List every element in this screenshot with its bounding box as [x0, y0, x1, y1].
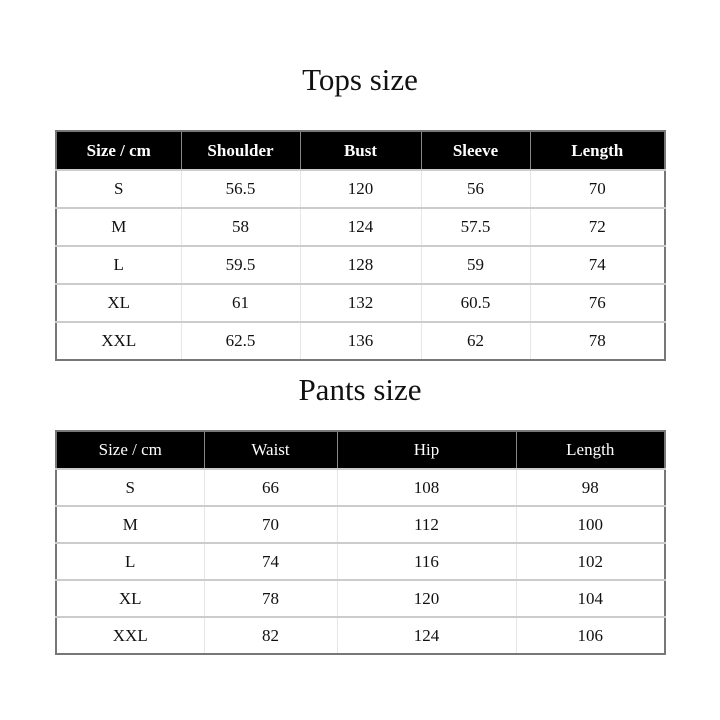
table-cell: 61	[180, 283, 300, 322]
table-row: L 59.5 128 59 74	[56, 245, 665, 284]
table-cell: 128	[299, 245, 421, 284]
tops-title: Tops size	[302, 62, 418, 97]
tops-size-table: Size / cm Shoulder Bust Sleeve Length S 56.5 1…	[55, 130, 666, 361]
table-cell: 62.5	[180, 321, 300, 360]
table-cell: XL	[56, 579, 204, 617]
table-cell: 57.5	[420, 207, 530, 246]
table-cell: 62	[420, 321, 530, 360]
pants-size-table: Size / cm Waist Hip Length S 66 108 98 M 70 112 10…	[55, 430, 666, 655]
table-cell: 136	[299, 321, 421, 360]
table-cell: 78	[529, 321, 665, 360]
column-header: Length	[515, 431, 665, 469]
table-cell: 78	[203, 579, 337, 617]
table-cell: 104	[515, 579, 665, 617]
table-header-row: Size / cm Waist Hip Length	[56, 431, 665, 469]
table-cell: L	[56, 542, 204, 580]
table-cell: 82	[203, 616, 337, 654]
table-cell: 74	[529, 245, 665, 284]
column-header: Bust	[299, 131, 421, 170]
table-cell: 102	[515, 542, 665, 580]
column-header: Waist	[203, 431, 337, 469]
column-header: Size / cm	[56, 131, 181, 170]
table-cell: 59	[420, 245, 530, 284]
table-row: M 58 124 57.5 72	[56, 207, 665, 246]
table-row: XXL 82 124 106	[56, 616, 665, 654]
table-row: L 74 116 102	[56, 542, 665, 580]
table-cell: 100	[515, 505, 665, 543]
table-row: XL 78 120 104	[56, 579, 665, 617]
table-cell: 74	[203, 542, 337, 580]
table-cell: XL	[56, 283, 181, 322]
table-cell: M	[56, 207, 181, 246]
table-row: M 70 112 100	[56, 505, 665, 543]
column-header: Hip	[336, 431, 516, 469]
table-cell: 112	[336, 505, 516, 543]
table-row: XL 61 132 60.5 76	[56, 283, 665, 322]
table-cell: 106	[515, 616, 665, 654]
table-cell: 116	[336, 542, 516, 580]
table-cell: 108	[336, 468, 516, 506]
table-cell: S	[56, 468, 204, 506]
column-header: Size / cm	[56, 431, 204, 469]
table-cell: 70	[203, 505, 337, 543]
table-cell: M	[56, 505, 204, 543]
table-cell: 56	[420, 169, 530, 208]
column-header: Shoulder	[180, 131, 300, 170]
column-header: Sleeve	[420, 131, 530, 170]
table-header-row: Size / cm Shoulder Bust Sleeve Length	[56, 131, 665, 170]
table-cell: 70	[529, 169, 665, 208]
table-cell: 132	[299, 283, 421, 322]
table-cell: XXL	[56, 616, 204, 654]
table-cell: 58	[180, 207, 300, 246]
table-cell: 72	[529, 207, 665, 246]
table-cell: S	[56, 169, 181, 208]
table-cell: 98	[515, 468, 665, 506]
table-row: S 56.5 120 56 70	[56, 169, 665, 208]
table-cell: 120	[299, 169, 421, 208]
table-row: S 66 108 98	[56, 468, 665, 506]
table-cell: 76	[529, 283, 665, 322]
table-cell: 124	[336, 616, 516, 654]
table-cell: XXL	[56, 321, 181, 360]
column-header: Length	[529, 131, 665, 170]
table-row: XXL 62.5 136 62 78	[56, 321, 665, 360]
table-cell: 56.5	[180, 169, 300, 208]
table-cell: 59.5	[180, 245, 300, 284]
table-cell: 60.5	[420, 283, 530, 322]
table-cell: 66	[203, 468, 337, 506]
table-cell: L	[56, 245, 181, 284]
table-cell: 124	[299, 207, 421, 246]
table-cell: 120	[336, 579, 516, 617]
pants-title: Pants size	[298, 372, 422, 407]
